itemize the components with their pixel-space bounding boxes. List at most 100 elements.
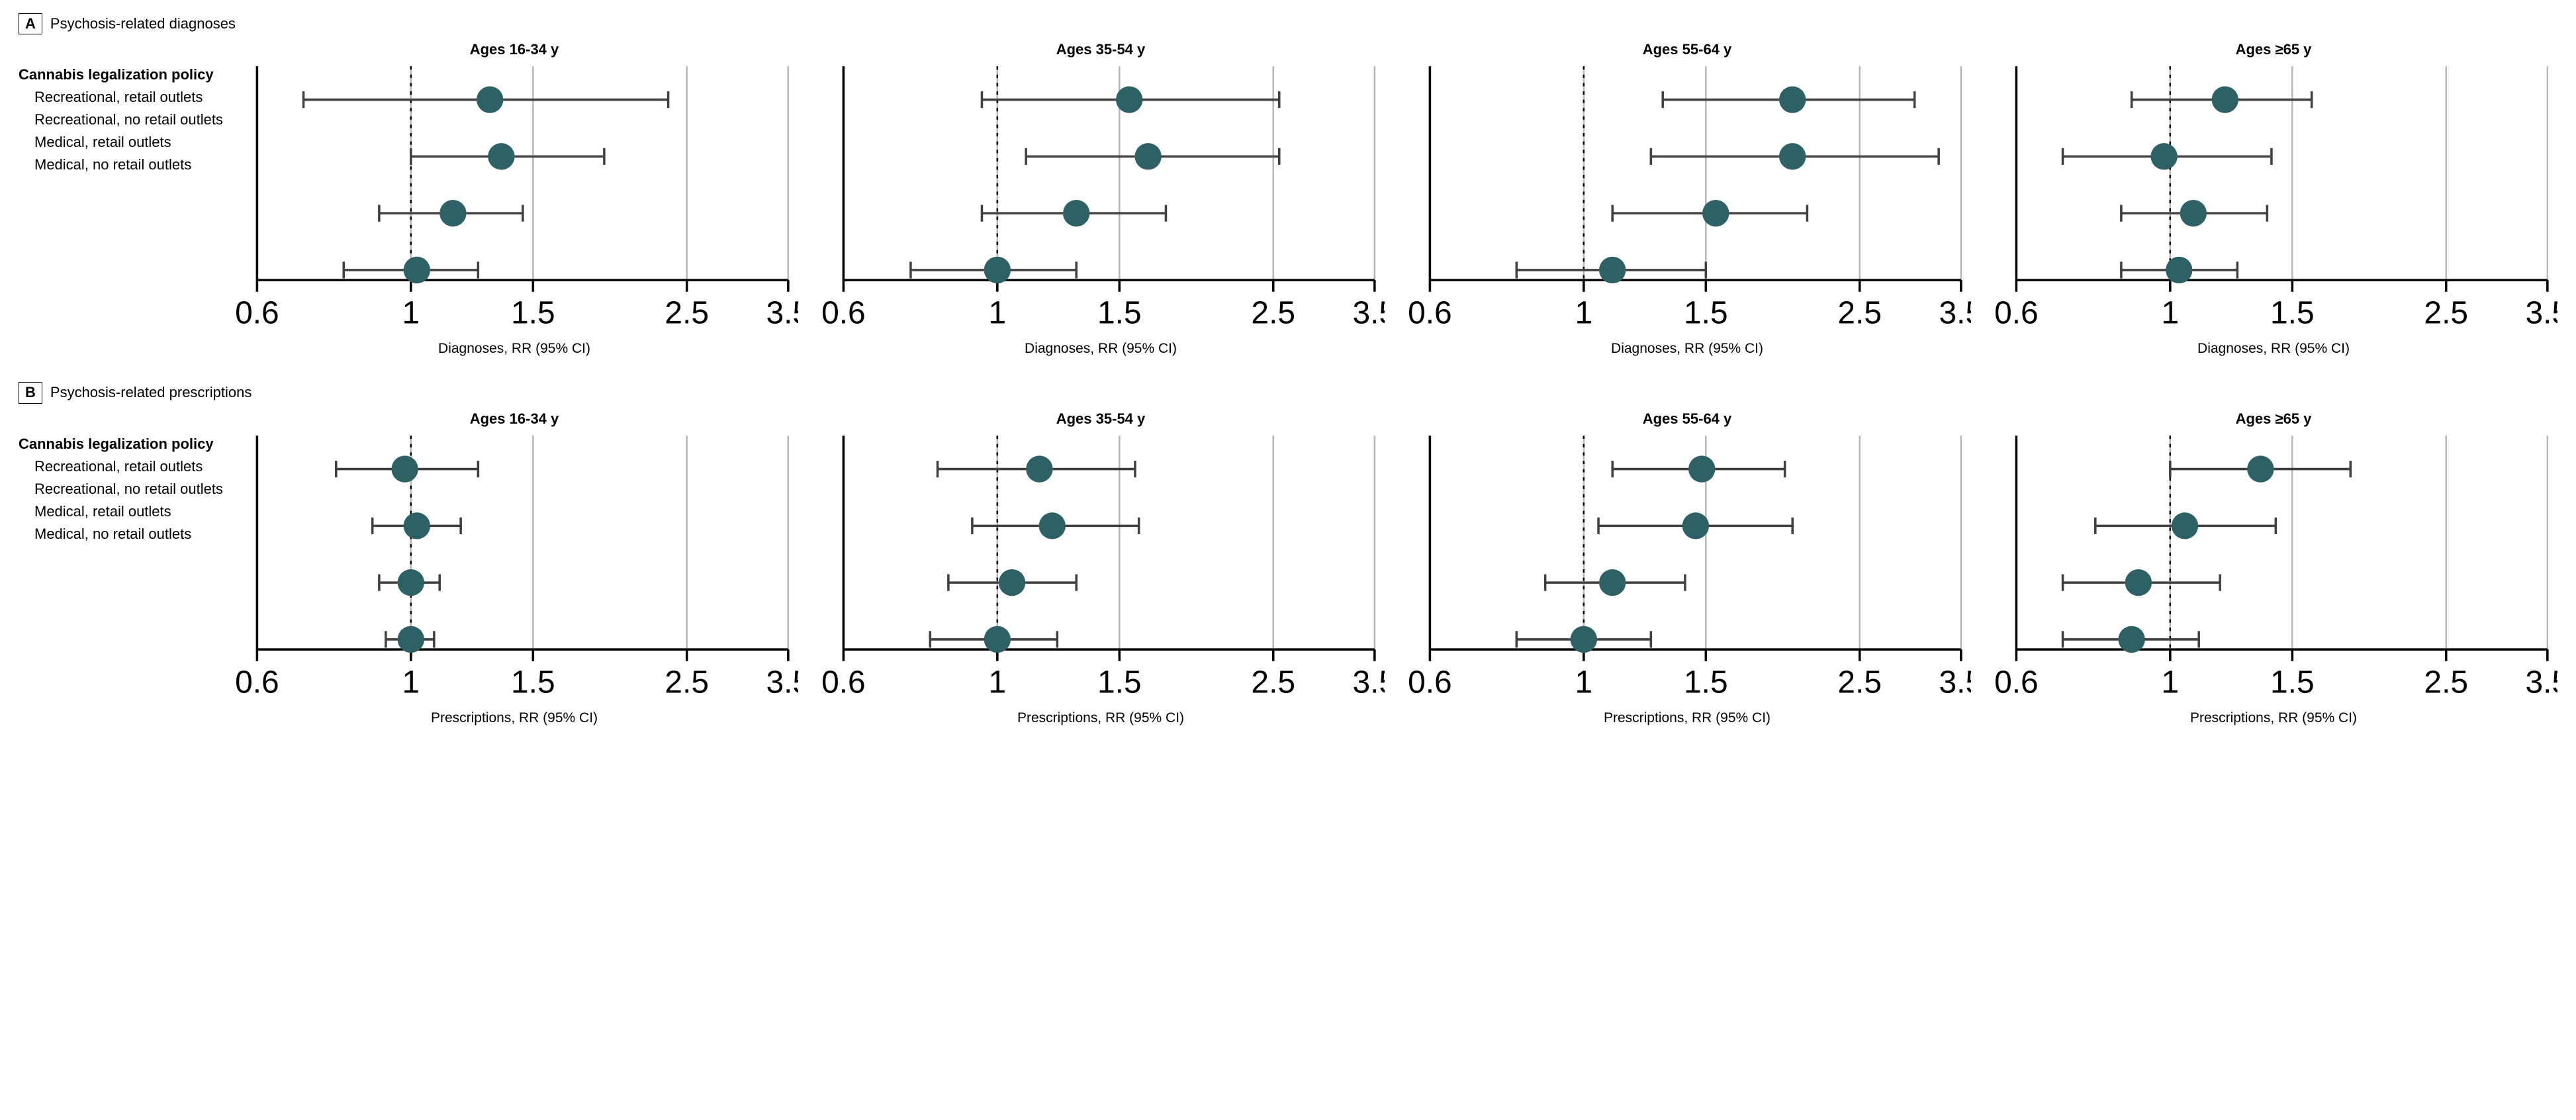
forest-plot: 0.611.52.53.5 bbox=[1990, 429, 2557, 706]
forest-plot: 0.611.52.53.5 bbox=[230, 429, 798, 706]
panel-body: Cannabis legalization policy Recreational… bbox=[19, 41, 2557, 357]
point-marker bbox=[1134, 144, 1161, 170]
forest-plot: 0.6 1 1.5 2.5 3.5 bbox=[817, 60, 1385, 337]
point-marker bbox=[398, 626, 424, 652]
point-marker bbox=[2125, 569, 2152, 596]
point-marker bbox=[999, 569, 1025, 596]
point-marker bbox=[1682, 512, 1709, 539]
x-tick-label: 2.5 bbox=[665, 665, 709, 700]
chart: Ages 16-34 y0.611.52.53.5Prescriptions, … bbox=[230, 410, 798, 726]
point-marker bbox=[1688, 455, 1715, 482]
point-marker bbox=[1779, 144, 1806, 170]
point-marker bbox=[1702, 200, 1729, 226]
x-tick-label: 3.5 bbox=[1939, 665, 1971, 700]
chart-xlabel: Prescriptions, RR (95% CI) bbox=[817, 710, 1385, 726]
chart-xlabel: Diagnoses, RR (95% CI) bbox=[1403, 341, 1971, 357]
row-label: Medical, retail outlets bbox=[19, 134, 230, 151]
chart: Ages 55-64 y0.611.52.53.5Diagnoses, RR (… bbox=[1403, 41, 1971, 357]
charts-row: Ages 16-34 y 0.6 1 1.5 2.5 3.5 Diagnoses, RR (… bbox=[230, 41, 2557, 357]
x-tick-label: 2.5 bbox=[1251, 296, 1295, 331]
x-tick-label: 0.6 bbox=[235, 665, 279, 700]
point-marker bbox=[984, 257, 1011, 283]
x-tick-label: 0.6 bbox=[1994, 296, 2039, 331]
x-tick-label: 1.5 bbox=[1684, 665, 1728, 700]
chart-xlabel: Prescriptions, RR (95% CI) bbox=[230, 710, 798, 726]
forest-plot: 0.611.52.53.5 bbox=[817, 429, 1385, 706]
panel: BPsychosis-related prescriptions Cannabis… bbox=[19, 382, 2557, 725]
charts-row: Ages 16-34 y 0.6 1 1.5 2.5 3.5 Prescriptions, … bbox=[230, 410, 2557, 726]
chart-xlabel: Prescriptions, RR (95% CI) bbox=[1990, 710, 2557, 726]
forest-plot: 0.6 1 1.5 2.5 3.5 bbox=[1403, 429, 1971, 706]
point-marker bbox=[2180, 200, 2207, 226]
panel-body: Cannabis legalization policy Recreational… bbox=[19, 410, 2557, 726]
point-marker bbox=[1571, 626, 1597, 652]
chart: Ages ≥65 y0.611.52.53.5Diagnoses, RR (95… bbox=[1990, 41, 2557, 357]
panel-header: APsychosis-related diagnoses bbox=[19, 13, 2557, 34]
x-tick-label: 1.5 bbox=[1097, 296, 1142, 331]
forest-plot: 0.611.52.53.5 bbox=[1990, 60, 2557, 337]
chart-title: Ages ≥65 y bbox=[1990, 41, 2557, 58]
x-tick-label: 3.5 bbox=[2526, 296, 2557, 331]
point-marker bbox=[1039, 512, 1066, 539]
row-label: Medical, no retail outlets bbox=[19, 526, 230, 543]
x-tick-label: 1 bbox=[988, 665, 1006, 700]
x-tick-label: 1 bbox=[2161, 296, 2179, 331]
row-labels: Cannabis legalization policy Recreational… bbox=[19, 41, 230, 179]
row-label: Recreational, no retail outlets bbox=[19, 111, 230, 128]
x-tick-label: 1 bbox=[1575, 665, 1592, 700]
point-marker bbox=[984, 626, 1011, 652]
x-tick-label: 2.5 bbox=[1251, 665, 1295, 700]
x-tick-label: 0.6 bbox=[235, 296, 279, 331]
x-tick-label: 1 bbox=[2161, 665, 2179, 700]
forest-plot: 0.611.52.53.5 bbox=[230, 60, 798, 337]
row-labels-heading: Cannabis legalization policy bbox=[19, 66, 230, 83]
point-marker bbox=[477, 87, 503, 113]
chart-title: Ages 16-34 y bbox=[230, 410, 798, 428]
row-label: Medical, no retail outlets bbox=[19, 156, 230, 173]
chart-title: Ages 35-54 y bbox=[817, 410, 1385, 428]
point-marker bbox=[1599, 569, 1626, 596]
point-marker bbox=[391, 455, 418, 482]
chart-title: Ages 55-64 y bbox=[1403, 41, 1971, 58]
chart: Ages 16-34 y0.611.52.53.5Diagnoses, RR (… bbox=[230, 41, 798, 357]
chart-title: Ages ≥65 y bbox=[1990, 410, 2557, 428]
chart-title: Ages 16-34 y bbox=[230, 41, 798, 58]
point-marker bbox=[2150, 144, 2177, 170]
chart-xlabel: Diagnoses, RR (95% CI) bbox=[1990, 341, 2557, 357]
x-tick-label: 3.5 bbox=[1939, 296, 1971, 331]
x-tick-label: 0.6 bbox=[1408, 296, 1452, 331]
row-label: Recreational, no retail outlets bbox=[19, 481, 230, 498]
point-marker bbox=[2118, 626, 2144, 652]
x-tick-label: 3.5 bbox=[2526, 665, 2557, 700]
x-tick-label: 2.5 bbox=[2424, 296, 2468, 331]
x-tick-label: 1 bbox=[402, 296, 420, 331]
point-marker bbox=[2247, 455, 2274, 482]
point-marker bbox=[488, 144, 514, 170]
x-tick-label: 3.5 bbox=[766, 296, 798, 331]
x-tick-label: 0.6 bbox=[1994, 665, 2039, 700]
panel-title: Psychosis-related diagnoses bbox=[50, 15, 236, 32]
row-labels-heading: Cannabis legalization policy bbox=[19, 436, 230, 453]
row-label: Recreational, retail outlets bbox=[19, 89, 230, 106]
chart-xlabel: Diagnoses, RR (95% CI) bbox=[230, 341, 798, 357]
x-tick-label: 0.6 bbox=[821, 296, 866, 331]
x-tick-label: 2.5 bbox=[2424, 665, 2468, 700]
panel-header: BPsychosis-related prescriptions bbox=[19, 382, 2557, 403]
chart-title: Ages 55-64 y bbox=[1403, 410, 1971, 428]
x-tick-label: 1 bbox=[988, 296, 1006, 331]
x-tick-label: 1.5 bbox=[511, 296, 555, 331]
x-tick-label: 3.5 bbox=[1353, 665, 1385, 700]
point-marker bbox=[398, 569, 424, 596]
x-tick-label: 3.5 bbox=[766, 665, 798, 700]
row-label: Recreational, retail outlets bbox=[19, 458, 230, 475]
chart-xlabel: Prescriptions, RR (95% CI) bbox=[1403, 710, 1971, 726]
x-tick-label: 1.5 bbox=[1684, 296, 1728, 331]
panel-letter: B bbox=[19, 382, 42, 403]
chart: Ages 55-64 y 0.6 1 1.5 2.5 3.5 Prescriptions, … bbox=[1403, 410, 1971, 726]
x-tick-label: 2.5 bbox=[1837, 665, 1882, 700]
x-tick-label: 2.5 bbox=[1837, 296, 1882, 331]
row-label: Medical, retail outlets bbox=[19, 503, 230, 520]
x-tick-label: 3.5 bbox=[1353, 296, 1385, 331]
point-marker bbox=[1599, 257, 1626, 283]
x-tick-label: 0.6 bbox=[1408, 665, 1452, 700]
